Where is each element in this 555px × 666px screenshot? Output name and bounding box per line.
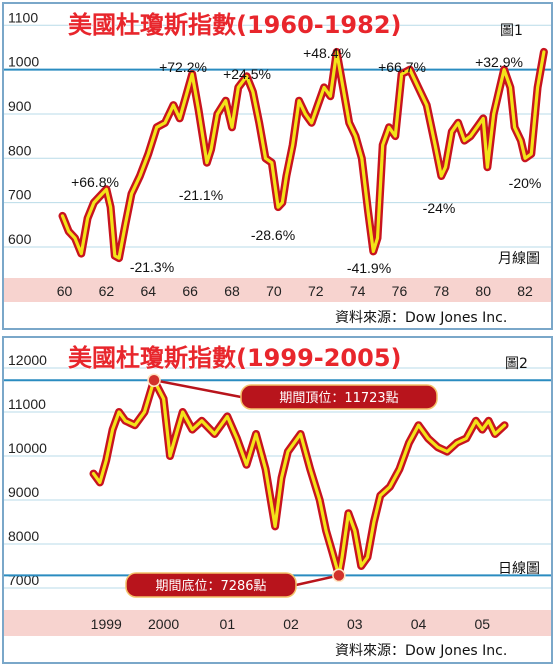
x-tick-label: 70 (266, 283, 282, 299)
y-tick-label: 1000 (8, 54, 39, 70)
x-tick-label: 82 (517, 283, 533, 299)
annotation-label: -28.6% (251, 227, 295, 243)
chart-1-x-axis: 60 62 64 66 68 70 72 74 76 78 80 82 (57, 283, 533, 299)
x-tick-label: 80 (475, 283, 491, 299)
annotation-label: -41.9% (347, 260, 391, 276)
high-callout-box (240, 384, 438, 410)
x-tick-label: 64 (140, 283, 156, 299)
y-tick-label: 11000 (8, 396, 46, 412)
x-tick-label: 1999 (91, 616, 122, 632)
y-tick-label: 600 (8, 231, 32, 247)
x-tick-label: 01 (220, 616, 236, 632)
chart-1-title: 美國杜瓊斯指數(1960-1982) (68, 11, 402, 39)
high-callout-connector (153, 378, 242, 399)
x-tick-label: 78 (434, 283, 450, 299)
y-tick-label: 800 (8, 142, 32, 158)
annotation-label: +32.9% (475, 54, 523, 70)
annotation-label: -21.3% (130, 259, 174, 275)
chart-1-number: 圖1 (500, 23, 523, 39)
x-tick-label: 03 (347, 616, 363, 632)
x-tick-label: 2000 (148, 616, 179, 632)
annotation-label: +48.4% (303, 45, 351, 61)
chart-1-source: 資料來源：Dow Jones Inc. (335, 310, 507, 326)
annotation-label: +66.8% (71, 174, 119, 190)
y-tick-label: 700 (8, 187, 32, 203)
chart-1-frame (2, 2, 553, 330)
chart-1: 600 700 800 900 1000 1100 60 62 64 66 68 70 72 74 76 7… (2, 2, 553, 330)
annotation-label: -21.1% (179, 187, 223, 203)
y-tick-label: 8000 (8, 528, 39, 544)
y-tick-label: 9000 (8, 484, 39, 500)
chart-1-annotations: +66.8% -21.3% +72.2% -21.1% +24.5% -28.6… (71, 45, 541, 276)
low-marker (332, 568, 346, 583)
x-tick-label: 68 (224, 283, 240, 299)
chart-2-frequency-label: 日線圖 (498, 561, 540, 577)
chart-2-series-line (91, 378, 507, 577)
chart-2-number: 圖2 (505, 356, 528, 372)
annotation-label: -20% (509, 175, 542, 191)
high-callout-label: 期間頂位：11723點 (279, 391, 398, 406)
x-tick-label: 02 (283, 616, 299, 632)
chart-1-y-axis: 600 700 800 900 1000 1100 (8, 9, 39, 247)
x-tick-label: 66 (182, 283, 198, 299)
x-tick-label: 72 (308, 283, 324, 299)
low-callout-label: 期間底位：7286點 (155, 578, 266, 594)
x-tick-label: 74 (350, 283, 366, 299)
x-tick-label: 04 (411, 616, 427, 632)
y-tick-label: 12000 (8, 352, 47, 368)
high-marker (147, 373, 161, 387)
chart-1-axis-band (4, 278, 551, 302)
chart-2: 7000 8000 9000 10000 11000 12000 1999 2000 01 02… (2, 336, 553, 664)
annotation-label: -24% (423, 200, 456, 216)
low-callout-box (125, 572, 297, 598)
annotation-label: +66.7% (378, 59, 426, 75)
y-tick-label: 7000 (8, 572, 39, 588)
chart-1-frequency-label: 月線圖 (498, 251, 540, 267)
chart-1-series-line (60, 50, 546, 260)
x-tick-label: 62 (99, 283, 115, 299)
chart-2-source: 資料來源：Dow Jones Inc. (335, 643, 507, 659)
x-tick-label: 76 (392, 283, 408, 299)
chart-2-title: 美國杜瓊斯指數(1999-2005) (68, 344, 402, 372)
chart-2-x-axis: 1999 2000 01 02 03 04 05 (91, 616, 491, 632)
x-tick-label: 60 (57, 283, 73, 299)
chart-2-axis-band (4, 610, 551, 636)
low-callout-connector (295, 574, 340, 587)
annotation-label: +24.5% (223, 66, 271, 82)
y-tick-label: 10000 (8, 440, 47, 456)
x-tick-label: 05 (474, 616, 490, 632)
annotation-label: +72.2% (159, 59, 207, 75)
y-tick-label: 900 (8, 98, 32, 114)
y-tick-label: 1100 (8, 9, 38, 25)
